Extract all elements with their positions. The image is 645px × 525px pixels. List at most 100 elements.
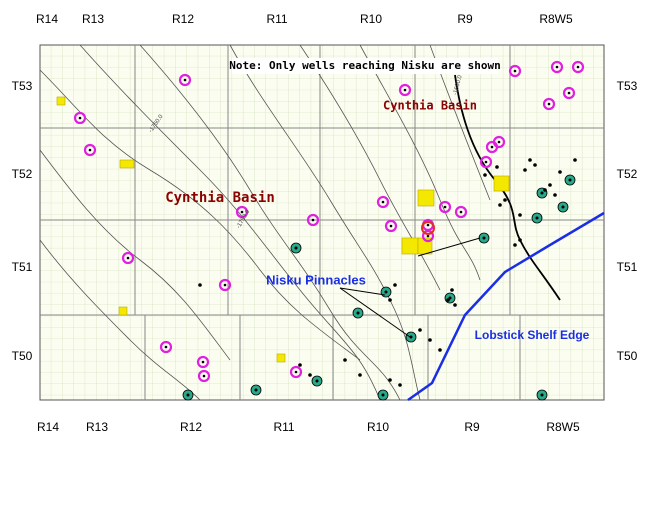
well-dot <box>294 246 298 250</box>
well-dot <box>484 160 488 164</box>
well-small <box>553 193 557 197</box>
township-label: T51 <box>617 260 638 274</box>
pinnacles-label: Nisku Pinnacles <box>266 272 366 287</box>
well-dot <box>567 91 571 95</box>
well-small <box>343 358 347 362</box>
well-dot <box>568 178 572 182</box>
township-label: T50 <box>617 349 638 363</box>
township-label: T52 <box>12 167 33 181</box>
well-ring <box>159 340 173 354</box>
well-small <box>308 373 312 377</box>
range-label: R10 <box>360 12 382 26</box>
well-dot <box>201 360 205 364</box>
township-label: T51 <box>12 260 33 274</box>
township-grid <box>40 45 604 400</box>
township-label: T53 <box>12 79 33 93</box>
range-label: R12 <box>180 420 202 434</box>
shelf-label: Lobstick Shelf Edge <box>475 328 590 342</box>
well-ring <box>306 213 320 227</box>
well-dot <box>183 78 187 82</box>
well-small <box>453 303 457 307</box>
basin-label: Cynthia Basin <box>383 99 477 113</box>
range-label: R13 <box>82 12 104 26</box>
well-dot <box>555 65 559 69</box>
well-small <box>573 158 577 162</box>
well-small <box>198 283 202 287</box>
range-label: R10 <box>367 420 389 434</box>
yellow-blocks <box>56 96 510 363</box>
well-dot <box>381 393 385 397</box>
well-ring <box>542 97 556 111</box>
well-dot <box>78 116 82 120</box>
well-dot <box>223 283 227 287</box>
well-ring <box>384 219 398 233</box>
well-ring <box>492 135 506 149</box>
well-small <box>513 243 517 247</box>
well-ring <box>562 86 576 100</box>
well-small <box>495 165 499 169</box>
well-small <box>558 170 562 174</box>
well-ring <box>289 365 303 379</box>
well-dot <box>403 88 407 92</box>
well-small <box>428 338 432 342</box>
well-small <box>358 373 362 377</box>
well-dot <box>294 370 298 374</box>
lobstick-line <box>407 211 605 402</box>
well-dot <box>540 191 544 195</box>
well-dot <box>443 205 447 209</box>
leader-lines <box>339 237 481 338</box>
range-label: R14 <box>36 12 58 26</box>
well-dot <box>576 65 580 69</box>
well-small <box>523 168 527 172</box>
well-small <box>438 348 442 352</box>
well-small <box>446 298 450 302</box>
range-label: R12 <box>172 12 194 26</box>
well-dot <box>540 393 544 397</box>
axis-labels: R14 R13 R12 R11 R10 R9 R8W5 R14 R13 R12 R11 R10 R9 R8… <box>12 12 638 434</box>
well-dot <box>356 311 360 315</box>
well-ring <box>550 60 564 74</box>
well-dot <box>315 379 319 383</box>
well-small <box>548 183 552 187</box>
well-ring <box>218 278 232 292</box>
well-dot <box>426 223 430 227</box>
range-label: R13 <box>86 420 108 434</box>
well-dot <box>389 224 393 228</box>
well-dot <box>490 145 494 149</box>
well-ring <box>421 229 435 243</box>
well-ring <box>454 205 468 219</box>
range-label: R9 <box>464 420 480 434</box>
well-dot <box>426 234 430 238</box>
map-frame <box>39 44 605 401</box>
range-label: R11 <box>266 12 287 26</box>
township-label: T50 <box>12 349 33 363</box>
well-dot <box>409 335 413 339</box>
well-dot <box>381 200 385 204</box>
range-label: R8W5 <box>546 420 580 434</box>
township-label: T52 <box>617 167 638 181</box>
well-ring <box>376 195 390 209</box>
well-ring <box>479 155 493 169</box>
well-small <box>388 378 392 382</box>
well-ring <box>235 205 249 219</box>
well-small <box>483 173 487 177</box>
well-ring <box>197 369 211 383</box>
well-dot <box>240 210 244 214</box>
well-small <box>543 188 547 192</box>
wells <box>73 60 585 401</box>
range-label: R14 <box>37 420 59 434</box>
well-ring <box>73 111 87 125</box>
well-dot <box>513 69 517 73</box>
well-ring <box>438 200 452 214</box>
well-dot <box>535 216 539 220</box>
well-dot <box>482 236 486 240</box>
well-small <box>398 383 402 387</box>
well-ring <box>83 143 97 157</box>
well-ring <box>196 355 210 369</box>
basin-label: Cynthia Basin <box>165 190 275 206</box>
well-ring <box>178 73 192 87</box>
note: Note: Only wells reaching Nisku are show… <box>229 59 501 72</box>
well-small <box>498 203 502 207</box>
